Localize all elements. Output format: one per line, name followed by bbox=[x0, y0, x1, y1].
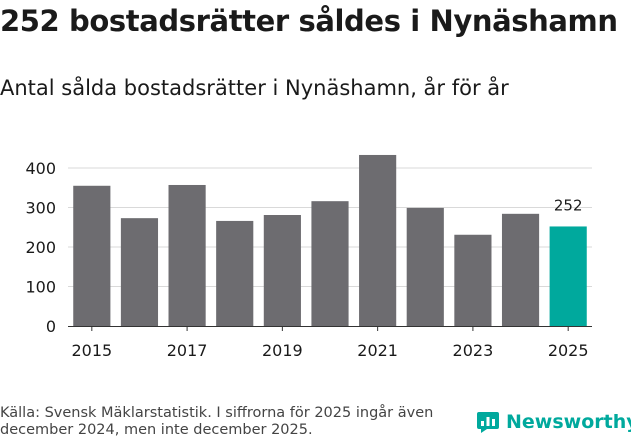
logo-text: Newsworthy bbox=[506, 411, 631, 433]
y-tick-label: 100 bbox=[25, 278, 56, 297]
x-tick-label: 2021 bbox=[357, 341, 398, 360]
newsworthy-logo-icon bbox=[477, 412, 499, 433]
bar-2018 bbox=[216, 220, 254, 326]
bar-2019 bbox=[263, 215, 301, 326]
y-axis-ticks: 0 100 200 300 400 bbox=[25, 159, 56, 336]
x-tick-label: 2017 bbox=[167, 341, 208, 360]
chart-subtitle: Antal sålda bostadsrätter i Nynäshamn, å… bbox=[0, 76, 509, 100]
x-tick-label: 2025 bbox=[548, 341, 589, 360]
bar-2025 bbox=[549, 226, 587, 326]
y-tick-label: 300 bbox=[25, 199, 56, 218]
chart-title: 252 bostadsrätter såldes i Nynäshamn bbox=[0, 4, 618, 38]
bar-2020 bbox=[311, 201, 349, 326]
bar-2022 bbox=[406, 207, 444, 326]
x-tick-label: 2023 bbox=[453, 341, 494, 360]
source-note: Källa: Svensk Mäklarstatistik. I siffror… bbox=[0, 405, 434, 438]
data-labels: 252 bbox=[554, 196, 583, 214]
y-tick-label: 0 bbox=[46, 317, 56, 336]
bar-2016 bbox=[120, 218, 159, 326]
x-tick-label: 2019 bbox=[262, 341, 303, 360]
y-tick-label: 400 bbox=[25, 159, 56, 178]
x-axis-ticks: 2015 2017 2019 2021 2023 2025 bbox=[71, 326, 589, 360]
newsworthy-logo: Newsworthy bbox=[476, 409, 631, 435]
bar-2024 bbox=[501, 213, 540, 326]
bar-2015 bbox=[73, 185, 111, 326]
bar-2017 bbox=[168, 184, 206, 326]
data-label-2025: 252 bbox=[554, 196, 583, 214]
bar-2021 bbox=[359, 154, 397, 326]
x-tick-label: 2015 bbox=[71, 341, 112, 360]
bar-2023 bbox=[454, 234, 492, 326]
bars bbox=[73, 154, 587, 326]
y-tick-label: 200 bbox=[25, 238, 56, 257]
